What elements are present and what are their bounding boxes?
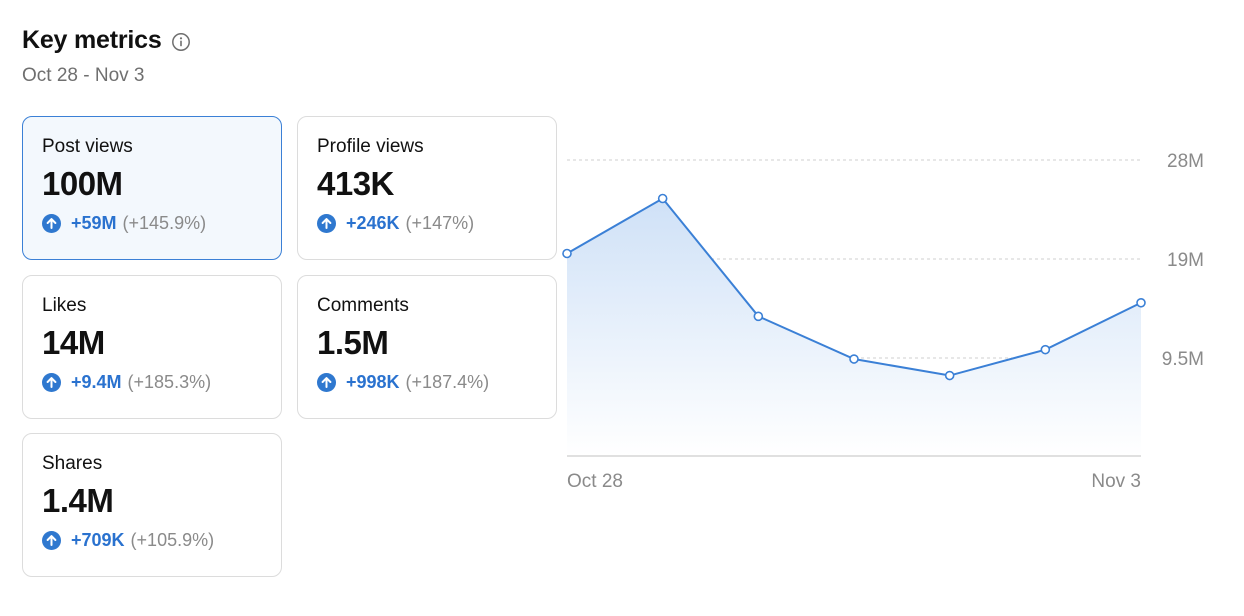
metric-percent: (+145.9%) [122,213,207,233]
data-point [657,193,668,204]
metric-label: Likes [42,295,87,316]
data-point [944,370,955,381]
metric-change: +709K (+105.9%) [42,530,281,551]
metric-value: 1.4M [42,482,114,519]
metric-change: +9.4M (+185.3%) [42,372,281,393]
x-tick-label: Oct 28 [567,471,623,492]
metric-value: 413K [317,165,394,202]
metric-delta: +998K [346,372,400,392]
metric-label: Shares [42,453,103,474]
metric-value: 100M [42,165,123,202]
metric-card-post-views[interactable]: Post views 100M +59M (+145.9%) [22,116,282,260]
metric-label: Profile views [317,136,424,157]
area-fill [567,198,1141,456]
metric-percent: (+185.3%) [127,372,212,392]
arrow-up-circle-icon [317,373,336,392]
metric-delta: +59M [71,213,117,233]
info-circle-icon[interactable] [171,32,191,52]
data-point [562,248,572,259]
metric-percent: (+187.4%) [405,372,490,392]
metric-card-likes[interactable]: Likes 14M +9.4M (+185.3%) [22,275,282,419]
data-point [753,311,764,322]
data-point [1040,344,1051,355]
metric-card-profile-views[interactable]: Profile views 413K +246K (+147%) [297,116,557,260]
date-range: Oct 28 - Nov 3 [22,65,145,86]
data-point [849,354,859,364]
metric-value: 14M [42,324,105,361]
metric-change: +998K (+187.4%) [317,372,556,393]
y-tick-label: 19M [1167,250,1204,271]
metric-label: Post views [42,136,133,157]
arrow-up-circle-icon [42,214,61,233]
metric-change: +246K (+147%) [317,213,556,234]
metric-delta: +246K [346,213,400,233]
arrow-up-circle-icon [42,373,61,392]
page-title: Key metrics [22,26,162,54]
metric-change: +59M (+145.9%) [42,213,281,234]
header: Key metrics Oct 28 - Nov 3 [22,26,191,87]
metric-label: Comments [317,295,409,316]
arrow-up-circle-icon [317,214,336,233]
metric-delta: +9.4M [71,372,122,392]
metric-percent: (+147%) [405,213,475,233]
x-tick-label: Nov 3 [1091,471,1141,492]
metric-value: 1.5M [317,324,389,361]
metric-delta: +709K [71,530,125,550]
arrow-up-circle-icon [42,531,61,550]
metric-card-shares[interactable]: Shares 1.4M +709K (+105.9%) [22,433,282,577]
data-point [1136,297,1146,308]
metric-card-comments[interactable]: Comments 1.5M +998K (+187.4%) [297,275,557,419]
title-row: Key metrics [22,26,191,55]
y-tick-label: 9.5M [1162,349,1204,370]
y-tick-label: 28M [1167,151,1204,172]
metric-percent: (+105.9%) [130,530,215,550]
